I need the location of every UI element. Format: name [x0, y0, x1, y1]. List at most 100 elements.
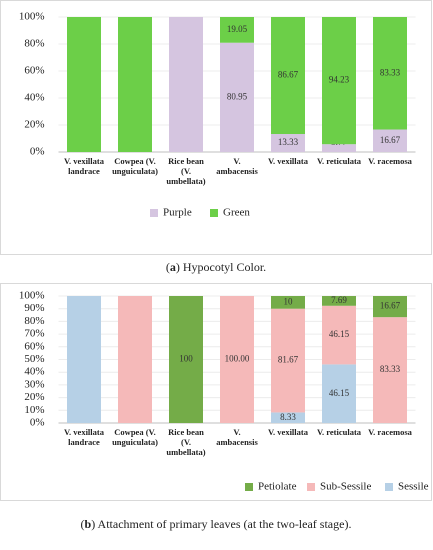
bar-segment — [220, 17, 254, 43]
value-label: 86.67 — [278, 70, 299, 80]
caption-part: ) Attachment of primary leaves (at the t… — [91, 517, 351, 531]
legend-label: Purple — [163, 207, 192, 219]
caption-part: ( — [81, 517, 85, 531]
x-tick-label: Rice bean — [168, 427, 204, 437]
value-label: 16.67 — [380, 301, 401, 311]
value-label: 80.95 — [227, 91, 248, 101]
x-tick-label: V. — [233, 156, 240, 166]
caption-part: ( — [166, 260, 170, 274]
y-tick-label: 40% — [24, 366, 44, 378]
x-tick-label: V. vexillata — [268, 156, 309, 166]
y-tick-label: 60% — [24, 340, 44, 352]
x-tick-label: V. racemosa — [368, 156, 412, 166]
bar-segment — [322, 305, 356, 365]
y-tick-label: 0% — [30, 417, 45, 429]
bar-segment — [271, 412, 305, 423]
bar-segment — [67, 296, 101, 423]
x-tick-label: V. racemosa — [368, 427, 412, 437]
x-tick-label: unguiculata) — [112, 437, 158, 447]
x-tick-label: Cowpea (V. — [114, 427, 155, 437]
value-label: 46.15 — [329, 388, 350, 398]
value-label: 81.67 — [278, 355, 299, 365]
x-tick-label: unguiculata) — [112, 166, 158, 176]
value-label: 100 — [179, 354, 193, 364]
legend-swatch — [385, 483, 393, 491]
caption: (a) Hypocotyl Color. — [166, 260, 266, 274]
x-tick-label: umbellata) — [166, 447, 205, 457]
caption-part: ) Hypocotyl Color. — [176, 260, 266, 274]
x-tick-label: V. vexillata — [64, 427, 105, 437]
value-label: 13.33 — [278, 137, 299, 147]
chart-frame — [0, 0, 432, 255]
bar-segment — [220, 42, 254, 152]
value-label: 10 — [284, 296, 294, 306]
bar-segment — [118, 296, 152, 423]
y-tick-label: 100% — [19, 11, 45, 23]
legend-swatch — [245, 483, 253, 491]
value-label: 94.23 — [329, 75, 350, 85]
bar-segment — [373, 17, 407, 130]
legend-swatch — [150, 209, 158, 217]
bar-segment — [322, 296, 356, 306]
bar-segment — [169, 296, 203, 423]
x-tick-label: Cowpea (V. — [114, 156, 155, 166]
x-tick-label: Rice bean — [168, 156, 204, 166]
value-label: 100.00 — [225, 354, 250, 364]
legend-swatch — [307, 483, 315, 491]
value-label: 7.69 — [331, 295, 347, 305]
y-tick-label: 100% — [19, 290, 45, 302]
value-label: 46.15 — [329, 329, 350, 339]
y-tick-label: 40% — [24, 92, 44, 104]
bar-segment — [373, 317, 407, 423]
legend-label: Sessile — [398, 481, 429, 493]
bar-segment — [322, 17, 356, 145]
caption-part: a — [170, 260, 176, 274]
x-tick-label: V. — [233, 427, 240, 437]
bar-segment — [118, 17, 152, 152]
y-tick-label: 30% — [24, 378, 44, 390]
bar-segment — [271, 308, 305, 413]
y-tick-label: 20% — [24, 391, 44, 403]
x-tick-label: V. reticulata — [317, 427, 362, 437]
y-tick-label: 80% — [24, 315, 44, 327]
x-tick-label: landrace — [68, 166, 100, 176]
value-label: 83.33 — [380, 67, 401, 77]
x-tick-label: (V. — [181, 437, 191, 447]
legend-label: Green — [223, 207, 250, 219]
x-tick-label: (V. — [181, 166, 191, 176]
x-tick-label: umbellata) — [166, 176, 205, 186]
value-label: 83.33 — [380, 364, 401, 374]
bar-segment — [322, 144, 356, 152]
bar-segment — [271, 17, 305, 135]
legend-label: Sub-Sessile — [320, 481, 371, 493]
bar-segment — [169, 17, 203, 152]
legend-swatch — [210, 209, 218, 217]
y-tick-label: 70% — [24, 328, 44, 340]
caption-part: b — [85, 517, 92, 531]
x-tick-label: V. reticulata — [317, 156, 362, 166]
bar-segment — [67, 17, 101, 152]
value-label: 19.05 — [227, 24, 248, 34]
bar-segment — [373, 129, 407, 152]
bar-segment — [220, 296, 254, 423]
bar-segment — [373, 296, 407, 318]
chart-frame — [0, 283, 432, 501]
bar-segment — [322, 364, 356, 423]
y-tick-label: 60% — [24, 65, 44, 77]
legend-label: Petiolate — [258, 481, 297, 493]
y-tick-label: 0% — [30, 146, 45, 158]
y-tick-label: 10% — [24, 404, 44, 416]
value-label: 8.33 — [280, 412, 296, 422]
x-tick-label: landrace — [68, 437, 100, 447]
x-tick-label: ambacensis — [216, 166, 258, 176]
x-tick-label: V. vexillata — [64, 156, 105, 166]
x-tick-label: ambacensis — [216, 437, 258, 447]
y-tick-label: 90% — [24, 302, 44, 314]
y-tick-label: 20% — [24, 119, 44, 131]
caption: (b) Attachment of primary leaves (at the… — [81, 517, 352, 531]
value-label: 16.67 — [380, 135, 401, 145]
y-tick-label: 80% — [24, 38, 44, 50]
x-tick-label: V. vexillata — [268, 427, 309, 437]
bar-segment — [271, 134, 305, 152]
